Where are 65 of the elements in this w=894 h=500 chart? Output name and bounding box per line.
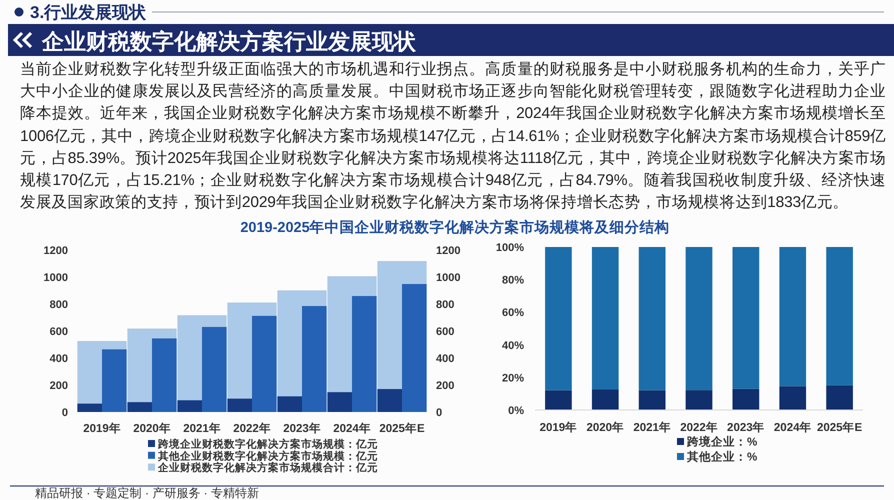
y-tick-label: 0%: [508, 405, 524, 417]
x-tick-label: 2024年: [774, 420, 812, 434]
y2-tick-label: 400: [436, 353, 454, 365]
bar: [592, 389, 619, 410]
legend-label: 跨境企业财税数字化解决方案市场规模：亿元: [157, 438, 378, 450]
chart-title: 2019-2025年中国企业财税数字化解决方案市场规模将及细分结构: [240, 218, 670, 236]
legend-label: 跨境企业：%: [686, 434, 758, 448]
y-tick-label: 1000: [44, 272, 68, 284]
x-tick-label: 2023年: [283, 421, 321, 435]
x-tick-label: 2021年: [633, 420, 671, 434]
legend-label: 其他企业：%: [686, 450, 758, 464]
x-tick-label: 2022年: [680, 420, 718, 434]
y2-tick-label: 800: [436, 299, 454, 311]
bar: [826, 385, 853, 410]
y-tick-label: 100%: [496, 242, 524, 254]
bar: [779, 386, 806, 410]
legend-label: 企业财税数字化解决方案市场规模合计：亿元: [157, 461, 378, 474]
y-tick-label: 200: [50, 380, 68, 392]
x-tick-label: 2025年E: [379, 421, 425, 435]
bar: [592, 247, 619, 390]
x-tick-label: 2022年: [233, 421, 271, 435]
y2-tick-label: 600: [436, 326, 454, 338]
bar: [77, 404, 102, 412]
x-tick-label: 2021年: [183, 421, 221, 435]
bar: [686, 247, 712, 390]
y2-tick-label: 1200: [436, 245, 460, 257]
bar: [732, 388, 760, 410]
legend-label: 其他企业财税数字化解决方案市场规模：亿元: [157, 449, 378, 462]
bar: [327, 392, 352, 412]
x-tick-label: 2019年: [540, 420, 578, 434]
x-tick-label: 2020年: [586, 420, 624, 434]
text: 当前企业财税数字化转型升级正面临强大的市场机遇和行业拐点。高质量的财税服务是中小财税服务机构的生命力，关乎广大中小企业的健康发展以及民营经济的高质量发展。中国财税市场正逐步向智能化财税管理转变，跟随数字化进程助力企业降本提效。近年来，我国企业财税数字化解决方案市场规模不断攀升，2024年我国企业财税数字化解决方案市场规模增长至1006亿元，其中，跨境企业财税数字化解决方案市场规模147亿元，占14.61%；企业财税数字化解决方案市场规模合计859亿元，占85.39%。预计2025年我国企业财税数字化解决方案市场规模将达1118亿元，其中，跨境企业财税数字化解决方案市场规模170亿元，占15.21%；企业财税数字化解决方案市场规模合计948亿元，占84.79%。随着我国税收制度升级、经济快速发展及国家政策的支持，预计到2029年我国企业财税数字化解决方案市场将保持增长态势，市场规模将达到1833亿元。: [20, 60, 886, 214]
bar: [227, 398, 252, 412]
y-tick-label: 1200: [44, 245, 68, 257]
y-tick-label: 800: [50, 299, 68, 311]
y-tick-label: 20%: [502, 372, 524, 384]
bar: [127, 402, 152, 412]
x-tick-label: 2019年: [83, 421, 121, 435]
y-tick-label: 80%: [502, 274, 524, 287]
bar: [277, 396, 302, 412]
y2-tick-label: 1000: [436, 272, 460, 284]
bar: [177, 400, 202, 412]
bar: [732, 247, 760, 389]
bar: [545, 390, 572, 410]
text: 企业财税数字化解决方案行业发展现状: [41, 29, 417, 54]
x-tick-label: 2023年: [727, 420, 765, 434]
bar: [545, 247, 572, 390]
text: 3.行业发展现状: [30, 3, 148, 22]
x-tick-label: 2020年: [133, 421, 171, 435]
bar: [638, 247, 666, 390]
x-tick-label: 2025年E: [816, 420, 863, 434]
y-tick-label: 60%: [502, 307, 524, 320]
bar: [638, 390, 666, 410]
bar: [826, 247, 853, 386]
bar: [779, 247, 806, 386]
bar: [377, 389, 402, 412]
y-tick-label: 40%: [502, 340, 524, 352]
x-tick-label: 2024年: [333, 421, 371, 435]
y2-tick-label: 200: [436, 380, 454, 392]
y-tick-label: 600: [50, 326, 68, 338]
y-tick-label: 0: [62, 407, 68, 419]
y-tick-label: 400: [50, 353, 68, 365]
y2-tick-label: 0: [436, 407, 442, 419]
bar: [686, 390, 712, 410]
text: 精品研报 · 专题定制 · 产研服务 · 专精特新: [35, 486, 259, 500]
